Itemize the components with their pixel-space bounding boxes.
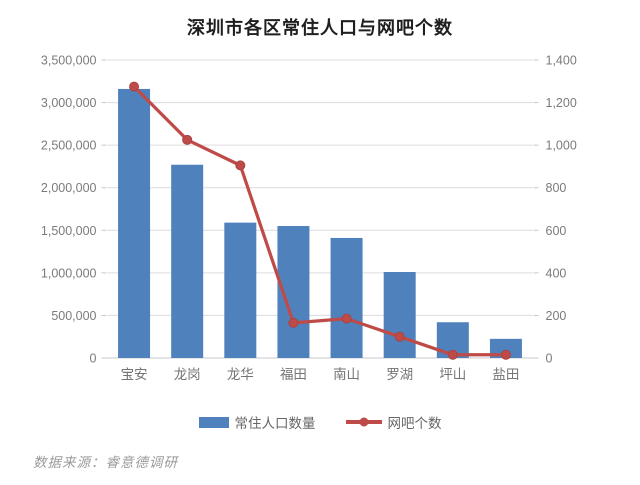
right-axis-tick-label: 1,400 — [546, 54, 577, 68]
right-axis-tick-label: 400 — [546, 266, 567, 280]
x-axis-label: 盐田 — [492, 367, 519, 382]
cafe-count-point-7 — [447, 349, 458, 360]
legend-item-population: 常住人口数量 — [198, 412, 316, 432]
source-note: 数据来源：睿意德调研 — [33, 455, 178, 470]
right-axis-tick-label: 1,200 — [546, 96, 577, 110]
right-axis-tick-label: 0 — [546, 352, 553, 366]
left-axis-tick-label: 1,000,000 — [41, 266, 97, 280]
right-axis-tick-label: 200 — [546, 309, 567, 323]
x-axis-label: 宝安 — [121, 367, 148, 382]
left-axis-tick-label: 2,000,000 — [41, 181, 97, 195]
right-axis-tick-label: 600 — [546, 224, 567, 238]
legend-item-cafes: 网吧个数 — [345, 412, 442, 432]
bar-series-swatch-icon — [198, 416, 229, 428]
x-axis-label: 罗湖 — [386, 367, 413, 382]
legend-label-cafes: 网吧个数 — [387, 416, 442, 431]
cafe-count-point-2 — [182, 134, 193, 145]
left-axis-tick-label: 500,000 — [51, 309, 96, 323]
x-axis-label: 南山 — [333, 367, 360, 382]
population-bar-5 — [330, 237, 363, 358]
legend: 常住人口数量 网吧个数 — [0, 412, 640, 432]
cafe-count-line — [132, 84, 508, 357]
x-axis-label: 坪山 — [439, 367, 466, 382]
left-axis-tick-label: 2,500,000 — [41, 139, 97, 153]
left-axis-tick-label: 3,500,000 — [41, 54, 97, 68]
cafe-count-point-1 — [129, 81, 140, 92]
population-bar-6 — [383, 272, 416, 358]
left-axis-tick-label: 0 — [90, 352, 97, 366]
chart-title: 深圳市各区常住人口与网吧个数 — [187, 18, 453, 38]
cafe-count-point-6 — [394, 331, 405, 342]
right-axis-tick-label: 1,000 — [546, 139, 577, 153]
population-bar-3 — [224, 222, 257, 358]
x-axis-label: 龙岗 — [174, 367, 201, 382]
left-axis-tick-label: 3,000,000 — [41, 96, 97, 110]
right-axis-tick-label: 800 — [546, 181, 567, 195]
x-axis-label: 龙华 — [227, 367, 254, 382]
cafe-count-point-3 — [235, 160, 246, 171]
x-axis-label: 福田 — [280, 367, 307, 382]
population-bar-1 — [118, 88, 151, 358]
line-series-swatch-icon — [345, 417, 382, 427]
cafe-count-point-5 — [341, 313, 352, 324]
cafe-count-point-8 — [500, 349, 511, 360]
line-marker-dot-icon — [359, 417, 368, 427]
cafe-count-point-4 — [288, 317, 299, 328]
population-bar-2 — [171, 164, 204, 358]
legend-label-population: 常住人口数量 — [234, 416, 316, 431]
left-axis-tick-label: 1,500,000 — [41, 224, 97, 238]
plot-area: 0 0 500,000 200 1,000,000 400 1,500,000 600 2,00… — [41, 54, 577, 383]
